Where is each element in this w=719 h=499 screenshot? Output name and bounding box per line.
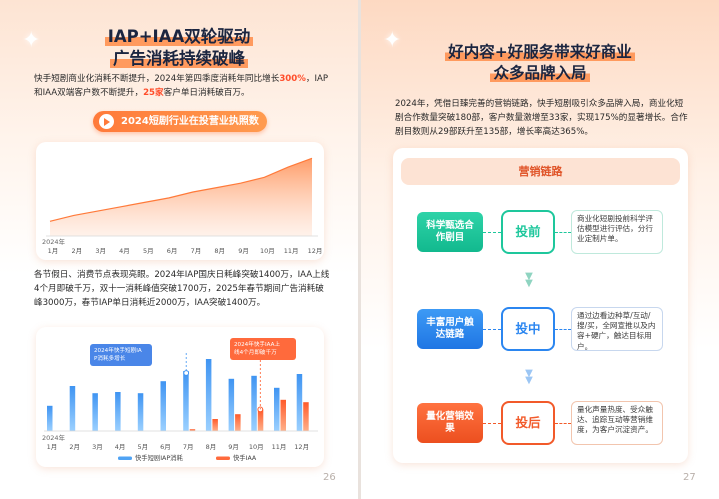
x-tick-label: 10月 [249,443,264,451]
iap-bar [160,381,166,431]
x-tick-label: 3月 [95,247,106,255]
chart-title-pill: 2024短剧行业在投营业执照数 [93,111,267,132]
iap-bar [296,374,303,431]
step-3-label: 量化营销效果 [417,403,483,443]
x-tick-label: 12月 [294,443,309,451]
holiday-paragraph: 各节假日、消费节点表现亮眼。2024年IAP国庆日耗峰突破1400万，IAA上线… [34,270,330,308]
legend-swatch [118,456,132,460]
area-line [49,157,313,222]
step-1-connector-right [555,232,571,233]
page-number: 27 [683,472,696,483]
step-1-description: 商业化短剧投前科学评估模型进行评估，分行业定制片单。 [571,210,663,254]
x-tick-label: 7月 [183,443,194,451]
area-fill [50,158,312,236]
iap-bar [274,387,280,431]
sparkle-icon: ✦ [22,28,41,53]
step-2-connector [483,329,501,330]
annotation-marker [183,370,190,376]
iap-bar [92,393,98,431]
page-title-line1: IAP+IAA双轮驱动 [0,27,358,47]
iap-bar [183,371,189,431]
play-icon [99,114,114,129]
x-tick-label: 6月 [160,443,171,451]
step-1-phase: 投前 [501,210,555,254]
iap-bar [115,392,121,431]
x-tick-label: 6月 [167,247,178,255]
x-tick-label: 5月 [143,247,154,255]
x-tick-label: 10月 [260,247,275,255]
iap-bar [228,378,235,431]
step-3-connector [483,423,501,424]
x-tick-label: 7月 [191,247,202,255]
chevron-down-icon: ▼ ▼ [525,368,533,386]
x-tick-label: 3月 [92,443,103,451]
legend-label: 快手IAA [233,453,257,462]
intro-paragraph: 快手短剧商业化消耗不断提升，2024年第四季度消耗年同比增长300%，IAP和I… [34,74,329,98]
iaa-bar [280,399,286,431]
x-axis-year-label: 2024年 [42,237,66,246]
x-tick-label: 8月 [214,247,225,255]
x-tick-label: 4月 [119,247,130,255]
sparkle-icon: ✦ [383,28,402,53]
x-tick-label: 9月 [238,247,249,255]
x-tick-label: 8月 [206,443,217,451]
area-chart-card: 2024年 1月 2月 3月 4月 5月 6月 7月 8月 9月 10月 11月 12月 [36,142,324,260]
x-tick-label: 11月 [272,443,287,451]
step-2-connector-right [555,329,571,330]
page-title-line1: 好内容+好服务带来好商业 [361,42,719,62]
legend-label: 快手短剧IAP消耗 [135,453,183,462]
x-tick-label: 9月 [228,443,239,451]
page-title-line2: 众多品牌入局 [361,63,719,83]
step-2-description: 通过边看边种草/互动/搜/买，全网宣推以及内容+硬广，触达目标用户。 [571,307,663,351]
step-2-label: 丰富用户触达链路 [417,309,483,349]
step-3-description: 量化声量热度、受众触达、追踪互动等营销维度，为客户沉淀资产。 [571,401,663,445]
marketing-chain-title: 营销链路 [401,158,680,185]
iap-bar [251,375,257,431]
bar-chart-card: 1月 2月 3月 4月 5月 6月 7月 8月 9月 10月 11月 12月 2024年 2024年快手短… [36,327,324,467]
annotation-label: 2024年快手短剧IA P消耗多增长 [94,346,142,362]
page-title-line2: 广告消耗持续破峰 [0,49,358,69]
x-tick-label: 2月 [69,443,80,451]
x-axis-year-label: 2024年 [42,433,66,442]
iaa-bar [257,409,264,431]
x-tick-label: 1月 [47,443,58,451]
annotation-box [90,344,152,366]
intro-paragraph: 2024年，凭借日臻完善的营销链路，快手短剧吸引众多品牌入局，商业化短剧合作数量… [395,99,688,137]
x-tick-label: 2月 [71,247,82,255]
x-tick-label: 12月 [308,247,323,255]
step-3-connector-right [555,423,571,424]
chevron-down-icon: ▼ ▼ [525,271,533,289]
iaa-bar [212,419,218,431]
x-tick-label: 5月 [137,443,148,451]
iap-bar [137,393,144,431]
bar-chart: 1月 2月 3月 4月 5月 6月 7月 8月 9月 10月 11月 12月 2024年 2024年快手短… [42,338,318,462]
step-3-phase: 投后 [501,401,555,445]
step-2-phase: 投中 [501,307,555,351]
legend-swatch [216,456,230,460]
page-number: 26 [323,472,336,483]
x-tick-label: 11月 [284,247,299,255]
step-1-label: 科学甄选合作剧目 [417,212,483,252]
page-left: ✦ IAP+IAA双轮驱动 广告消耗持续破峰 快手短剧商业化消耗不断提升，202… [0,0,358,499]
page-right: ✦ 好内容+好服务带来好商业 众多品牌入局 2024年，凭借日臻完善的营销链路，… [361,0,719,499]
annotation-label: 2024年快手IAA上线4个月即破千万 [234,340,280,356]
x-tick-label: 4月 [115,443,126,451]
iap-bar [205,359,212,431]
annotation-box [230,338,296,360]
x-tick-label: 1月 [48,247,59,255]
iaa-bar [303,402,309,431]
iap-bar [47,405,53,431]
step-1-connector [483,232,501,233]
iaa-bar [189,429,196,431]
iaa-bar [235,414,241,431]
iap-bar [69,386,76,431]
